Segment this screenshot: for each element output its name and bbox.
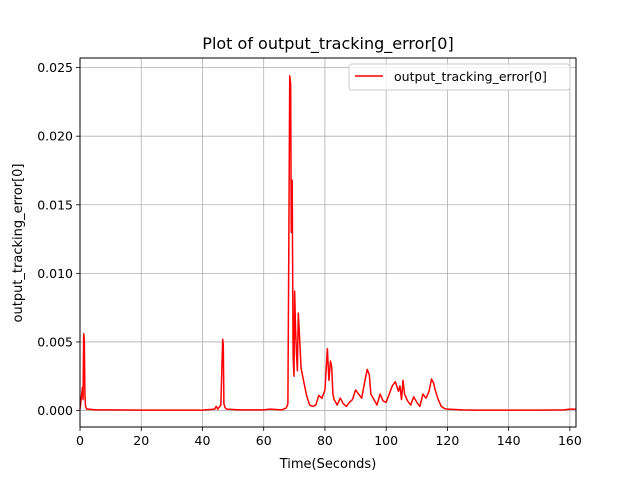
y-tick-label: 0.010 bbox=[37, 266, 73, 281]
legend: output_tracking_error[0] bbox=[348, 63, 571, 91]
legend-box bbox=[348, 63, 571, 91]
x-ticks: 0 20 40 60 80 100 120 140 160 bbox=[76, 427, 582, 448]
y-tick-label: 0.025 bbox=[37, 60, 73, 75]
chart-title: Plot of output_tracking_error[0] bbox=[202, 34, 453, 54]
x-tick-label: 20 bbox=[133, 433, 149, 448]
y-axis-label: output_tracking_error[0] bbox=[11, 164, 26, 323]
x-tick-label: 120 bbox=[435, 433, 459, 448]
x-tick-label: 140 bbox=[497, 433, 521, 448]
y-tick-label: 0.000 bbox=[37, 403, 73, 418]
x-tick-label: 40 bbox=[195, 433, 211, 448]
plot-lines bbox=[79, 75, 576, 411]
y-ticks: 0.000 0.005 0.010 0.015 0.020 0.025 bbox=[37, 60, 80, 418]
x-tick-label: 160 bbox=[558, 433, 582, 448]
x-tick-label: 80 bbox=[317, 433, 333, 448]
y-tick-label: 0.015 bbox=[37, 197, 73, 212]
x-tick-label: 60 bbox=[256, 433, 272, 448]
series-line bbox=[79, 75, 576, 411]
plot-frame bbox=[79, 57, 577, 428]
legend-label: output_tracking_error[0] bbox=[394, 69, 547, 84]
y-tick-label: 0.005 bbox=[37, 334, 73, 349]
x-tick-label: 0 bbox=[76, 433, 84, 448]
y-tick-label: 0.020 bbox=[37, 129, 73, 144]
x-tick-label: 100 bbox=[374, 433, 398, 448]
x-axis-label: Time(Seconds) bbox=[279, 457, 377, 472]
